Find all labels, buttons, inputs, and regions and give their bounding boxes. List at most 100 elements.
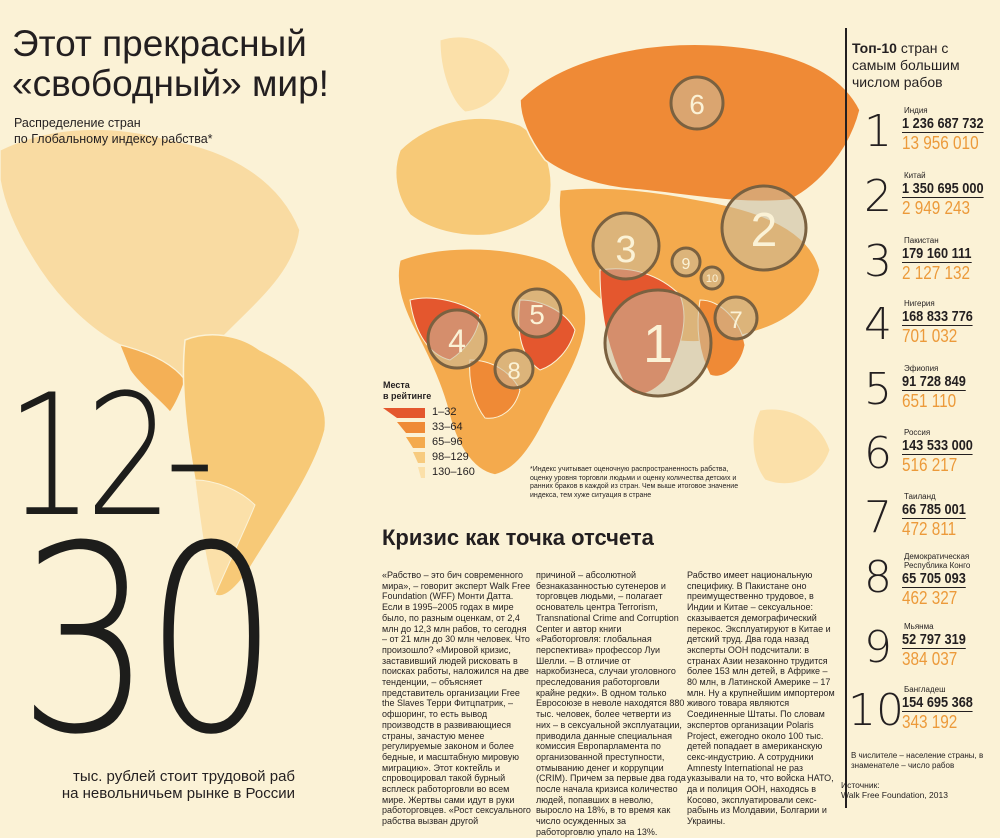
slaves-value: 701 032 xyxy=(902,326,958,346)
population-value: 168 833 776 xyxy=(902,308,973,326)
slaves-value: 384 037 xyxy=(902,649,958,669)
south-america xyxy=(182,334,327,597)
marker-label-2: 2 xyxy=(751,204,778,257)
article-column-1: «Рабство – это бич современного мира», –… xyxy=(382,570,531,827)
price-caption-line-2: на невольничьем рынке в России xyxy=(61,785,295,802)
north-america xyxy=(0,128,301,413)
country-name: Бангладеш xyxy=(904,685,946,694)
top10-title-bold: Топ-10 xyxy=(852,40,897,56)
rank-number: 1 xyxy=(864,106,892,157)
subtitle-line-2: по Глобальному индексу рабства* xyxy=(14,132,213,146)
marker-9 xyxy=(670,246,702,278)
panel-note: В числителе – население страны, в знамен… xyxy=(851,751,984,770)
country-name: Пакистан xyxy=(904,236,939,245)
slaves-value: 2 949 243 xyxy=(902,198,971,218)
population-value: 1 350 695 000 xyxy=(902,180,984,198)
marker-5 xyxy=(511,287,563,339)
marker-7 xyxy=(713,295,759,341)
source-label: Источник: xyxy=(841,779,880,790)
rank-number: 10 xyxy=(848,685,904,736)
marker-label-10: 10 xyxy=(706,273,718,285)
country-name: Китай xyxy=(904,171,926,180)
population-value: 179 160 111 xyxy=(902,245,972,263)
marker-label-4: 4 xyxy=(448,323,466,359)
top10-row: 8 Демократическая Республика Конго 65 70… xyxy=(846,552,996,614)
big-number-line-2: 30 xyxy=(18,491,279,791)
marker-label-1: 1 xyxy=(643,314,673,374)
top10-row: 6 Россия 143 533 000 516 217 xyxy=(846,428,996,490)
marker-label-3: 3 xyxy=(615,229,636,271)
rank-number: 5 xyxy=(864,364,892,415)
legend-label-5: 130–160 xyxy=(432,466,475,478)
legend-title-line-1: Места xyxy=(383,380,410,390)
legend-label-3: 65–96 xyxy=(432,436,463,448)
marker-8 xyxy=(493,348,535,390)
source-name: Walk Free Foundation, 2013 xyxy=(841,789,948,800)
marker-10 xyxy=(699,265,725,291)
rank-number: 3 xyxy=(864,236,892,287)
population-value: 143 533 000 xyxy=(902,437,973,455)
slaves-value: 343 192 xyxy=(902,712,958,732)
population-value: 154 695 368 xyxy=(902,694,973,712)
country-name: Россия xyxy=(904,428,931,437)
population-value: 91 728 849 xyxy=(902,373,966,391)
slaves-value: 13 956 010 xyxy=(902,133,979,153)
rank-number: 4 xyxy=(864,299,892,350)
legend-label-1: 1–32 xyxy=(432,406,457,418)
marker-label-9: 9 xyxy=(682,256,691,273)
slaves-value: 651 110 xyxy=(902,391,957,411)
rank-number: 6 xyxy=(864,428,892,479)
top10-row: 9 Мьянма 52 797 319 384 037 xyxy=(846,622,996,684)
population-value: 52 797 319 xyxy=(902,631,966,649)
legend-title: Места в рейтинге xyxy=(383,380,453,402)
rank-number: 2 xyxy=(864,171,892,222)
country-name: Эфиопия xyxy=(904,364,939,373)
marker-4 xyxy=(426,308,488,370)
marker-2 xyxy=(720,184,808,272)
top10-title: Топ-10 стран с самым большим числом рабо… xyxy=(852,40,992,91)
top10-row: 4 Нигерия 168 833 776 701 032 xyxy=(846,299,996,361)
slaves-value: 472 811 xyxy=(902,519,957,539)
marker-label-5: 5 xyxy=(529,299,545,330)
country-name: Таиланд xyxy=(904,492,936,501)
legend-label-4: 98–129 xyxy=(432,451,469,463)
europe xyxy=(394,36,552,237)
section-title: Кризис как точка отсчета xyxy=(382,525,654,550)
population-value: 66 785 001 xyxy=(902,501,966,519)
slaves-value: 516 217 xyxy=(902,455,958,475)
map-markers xyxy=(426,75,808,398)
top10-row: 5 Эфиопия 91 728 849 651 110 xyxy=(846,364,996,426)
article-column-2: причиной – абсолютной безнаказанностью с… xyxy=(536,570,686,837)
top10-row: 10 Бангладеш 154 695 368 343 192 xyxy=(846,685,996,747)
country-name: Мьянма xyxy=(904,622,934,631)
country-name: Нигерия xyxy=(904,299,935,308)
footnote: *Индекс учитывает оценочную распростране… xyxy=(530,466,739,499)
country-name: Индия xyxy=(904,106,928,115)
top10-row: 7 Таиланд 66 785 001 472 811 xyxy=(846,492,996,554)
africa xyxy=(397,248,587,476)
big-number-line-1: 12- xyxy=(6,358,215,554)
legend-label-2: 33–64 xyxy=(432,421,463,433)
top10-panel xyxy=(845,28,999,808)
headline-line-2: «свободный» мир! xyxy=(12,63,329,104)
top10-row: 2 Китай 1 350 695 000 2 949 243 xyxy=(846,171,996,233)
marker-label-8: 8 xyxy=(507,358,520,385)
subtitle-line-1: Распределение стран xyxy=(14,116,141,130)
population-value: 65 705 093 xyxy=(902,570,966,588)
subtitle: Распределение стран по Глобальному индек… xyxy=(14,115,213,147)
article-column-3: Рабство имеет национальную специфику. В … xyxy=(687,570,835,827)
source: Источник: Walk Free Foundation, 2013 xyxy=(841,780,996,800)
marker-label-7: 7 xyxy=(729,307,742,334)
country-name: Демократическая Республика Конго xyxy=(904,552,971,570)
slaves-value: 2 127 132 xyxy=(902,263,971,283)
legend-swatches xyxy=(383,408,425,478)
legend-title-line-2: в рейтинге xyxy=(383,391,432,401)
marker-label-6: 6 xyxy=(689,89,705,120)
world-map: 1 2 3 4 5 6 7 8 9 10 xyxy=(0,36,861,597)
slaves-value: 462 327 xyxy=(902,588,958,608)
headline: Этот прекрасный «свободный» мир! xyxy=(12,24,329,104)
population-value: 1 236 687 732 xyxy=(902,115,984,133)
headline-line-1: Этот прекрасный xyxy=(12,23,307,64)
rank-number: 7 xyxy=(864,492,892,543)
rank-number: 9 xyxy=(864,622,892,673)
